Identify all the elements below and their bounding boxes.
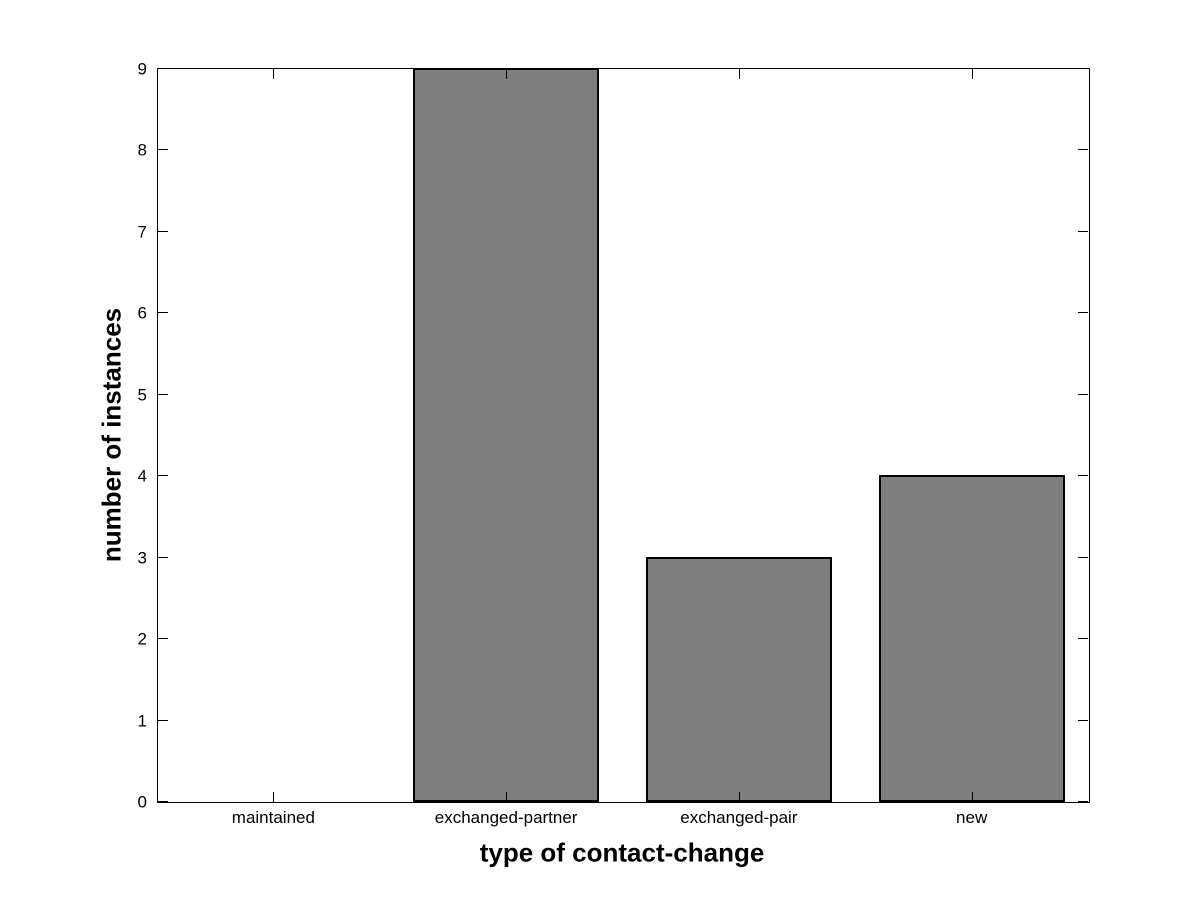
axis-tick	[1078, 801, 1088, 802]
y-tick-label: 3	[137, 548, 147, 568]
axis-tick	[273, 69, 274, 79]
y-tick-label: 2	[137, 629, 147, 649]
axis-tick	[739, 792, 740, 802]
axis-tick	[158, 312, 168, 313]
axis-tick	[1078, 557, 1088, 558]
axis-tick	[1078, 312, 1088, 313]
bar-exchanged-pair	[646, 557, 832, 802]
axis-tick	[273, 792, 274, 802]
x-tick-label: exchanged-pair	[680, 808, 798, 827]
y-tick-label: 1	[137, 711, 147, 731]
axis-tick	[506, 69, 507, 79]
axis-tick	[158, 394, 168, 395]
axis-tick	[158, 801, 168, 802]
x-axis-label: type of contact-change	[479, 837, 765, 868]
axis-tick	[1078, 394, 1088, 395]
axis-tick	[1078, 231, 1088, 232]
axis-tick	[158, 638, 168, 639]
y-axis-label: number of instances	[96, 307, 127, 563]
x-tick-label: new	[956, 808, 988, 827]
axis-tick	[1078, 720, 1088, 721]
bar-exchanged-partner	[413, 68, 599, 802]
y-tick-label: 4	[137, 466, 147, 486]
axis-tick	[739, 69, 740, 79]
axis-tick	[158, 231, 168, 232]
y-tick-label: 6	[137, 303, 147, 323]
axis-tick	[158, 475, 168, 476]
x-tick-label: exchanged-partner	[434, 808, 578, 827]
y-tick-label: 7	[137, 222, 147, 242]
x-tick-label: maintained	[231, 808, 315, 827]
axis-tick	[158, 149, 168, 150]
bar-new	[879, 475, 1065, 802]
axis-tick	[158, 68, 168, 69]
axis-tick	[158, 720, 168, 721]
axis-tick	[158, 557, 168, 558]
y-tick-label: 5	[137, 385, 147, 405]
axis-tick	[972, 792, 973, 802]
axis-tick	[1078, 475, 1088, 476]
y-tick-label: 9	[137, 59, 147, 79]
y-tick-label: 0	[137, 792, 147, 812]
axis-tick	[1078, 68, 1088, 69]
axis-tick	[506, 792, 507, 802]
y-tick-label: 8	[137, 140, 147, 160]
axis-tick	[1078, 149, 1088, 150]
axis-tick	[972, 69, 973, 79]
axis-tick	[1078, 638, 1088, 639]
